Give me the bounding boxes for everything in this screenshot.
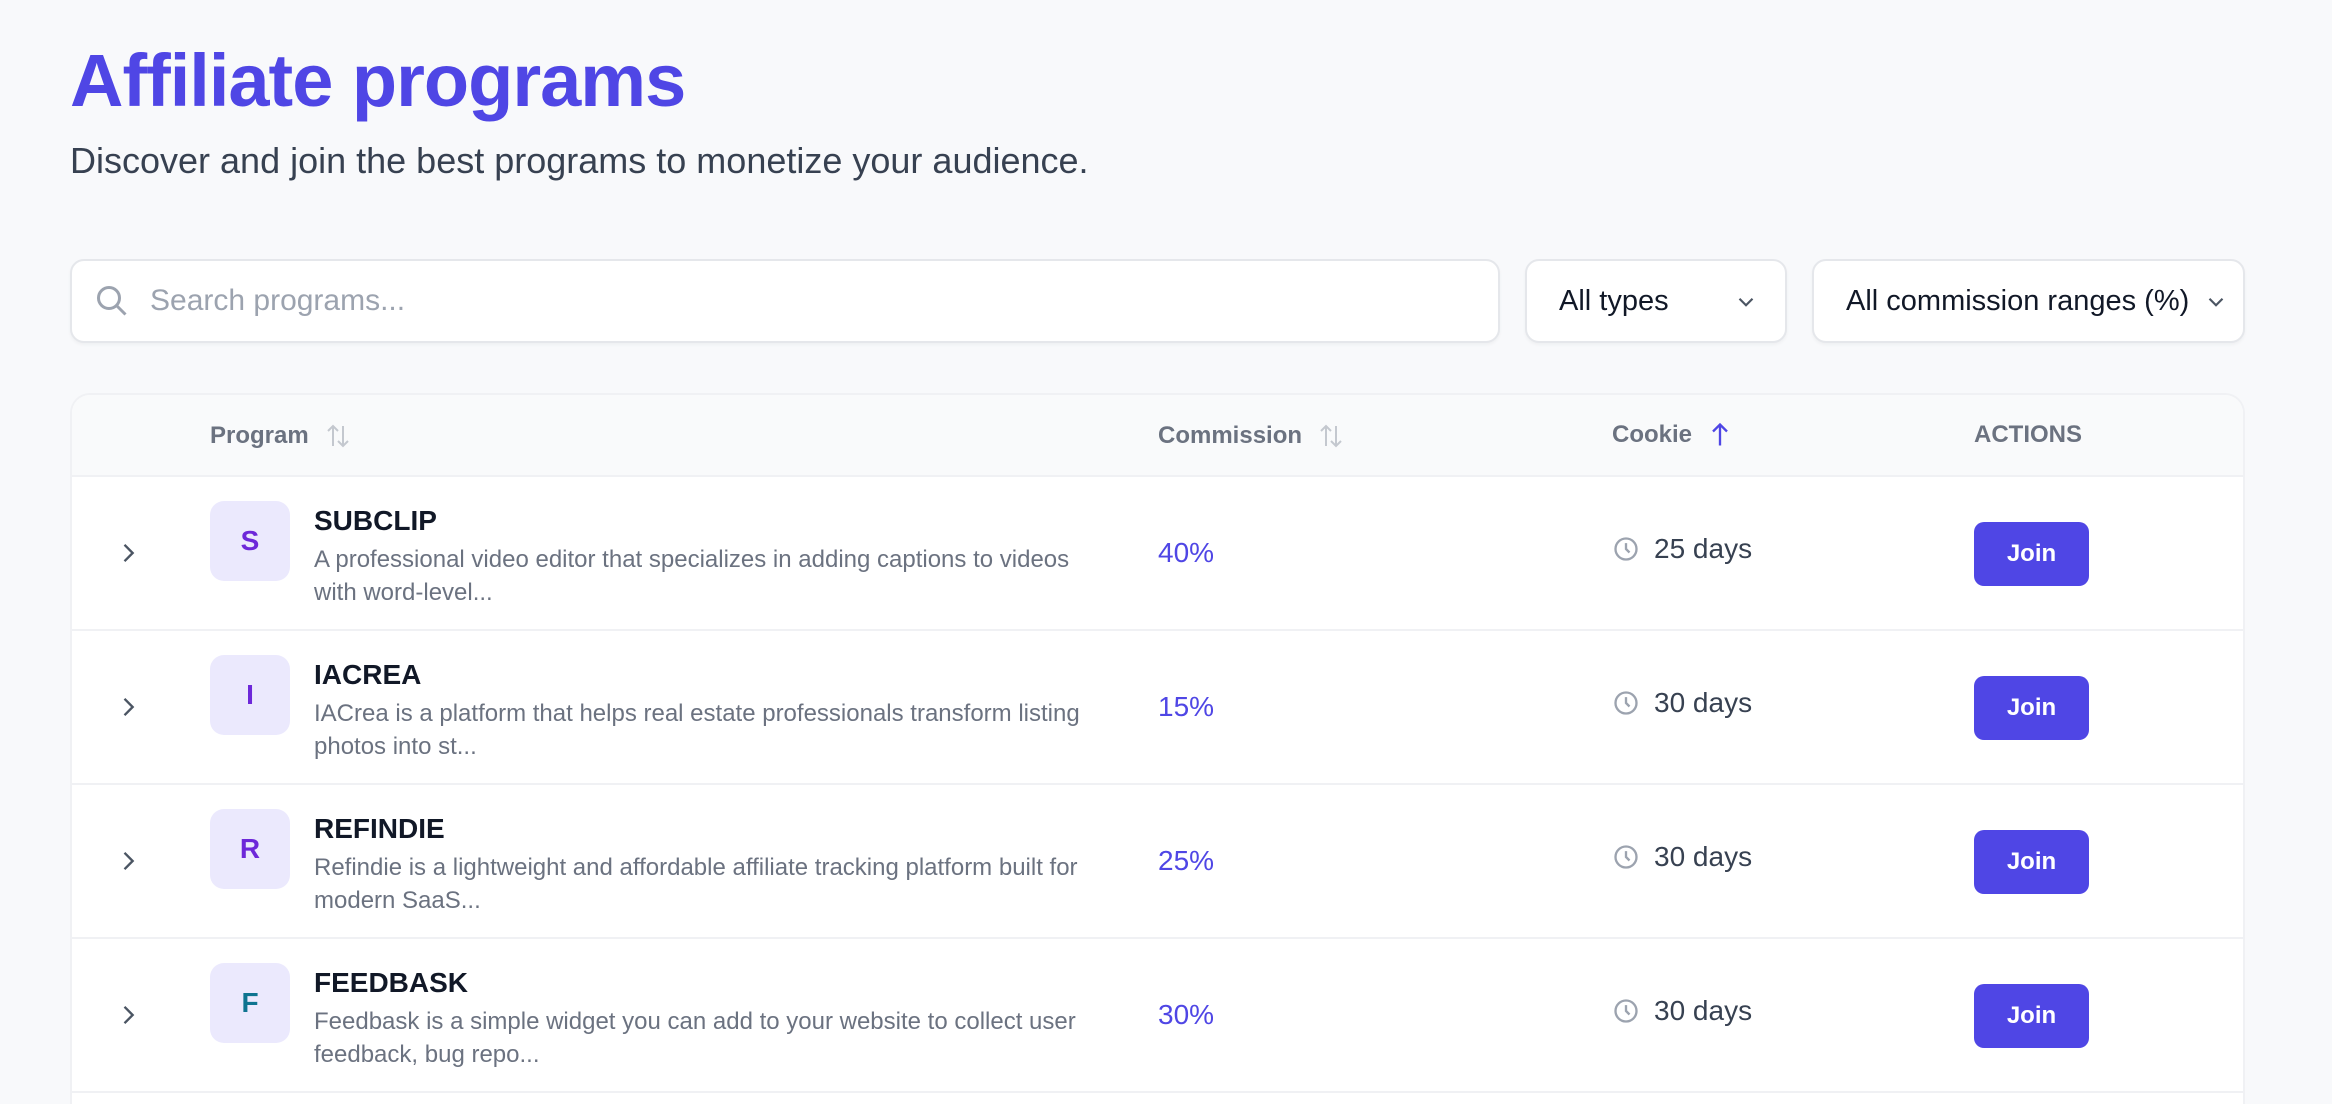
table-row: F FEEDBASK Feedbask is a simple widget y…	[72, 939, 2243, 1093]
cookie-value: 30 days	[1654, 841, 1753, 872]
table-row: S SUBCLIP A professional video editor th…	[72, 477, 2243, 631]
search-icon	[97, 286, 127, 316]
join-button[interactable]: Join	[1974, 522, 2089, 586]
program-description: IACrea is a platform that helps real est…	[314, 700, 1080, 760]
program-logo: F	[210, 963, 290, 1043]
program-description: Refindie is a lightweight and affordable…	[314, 854, 1078, 914]
page-subtitle: Discover and join the best programs to m…	[70, 140, 1089, 181]
column-actions: ACTIONS	[1974, 421, 2082, 449]
cookie-value: 30 days	[1654, 687, 1753, 718]
search-input[interactable]	[150, 284, 1450, 318]
commission-select-value: All commission ranges (%)	[1846, 284, 2190, 317]
clock-icon	[1614, 691, 1638, 715]
cookie-value: 30 days	[1654, 995, 1753, 1026]
table-row: I IACREA IACrea is a platform that helps…	[72, 631, 2243, 785]
program-name[interactable]: REFINDIE	[314, 813, 445, 844]
chevron-right-icon[interactable]	[114, 847, 142, 875]
cookie-value: 25 days	[1654, 533, 1753, 564]
cookie-duration: 25 days	[1612, 533, 1752, 565]
table-row: R REFINDIE Refindie is a lightweight and…	[72, 785, 2243, 939]
commission-select[interactable]: All commission ranges (%)	[1812, 259, 2245, 343]
clock-icon	[1614, 999, 1638, 1023]
column-program-label: Program	[210, 422, 309, 449]
program-name[interactable]: SUBCLIP	[314, 505, 437, 536]
sort-icon	[326, 424, 349, 448]
join-button[interactable]: Join	[1974, 830, 2089, 894]
column-program[interactable]: Program	[210, 421, 353, 451]
chevron-right-icon[interactable]	[114, 539, 142, 567]
sort-ascending-icon	[1712, 422, 1728, 446]
join-button[interactable]: Join	[1974, 676, 2089, 740]
cookie-duration: 30 days	[1612, 841, 1752, 873]
chevron-right-icon[interactable]	[114, 1001, 142, 1029]
column-commission[interactable]: Commission	[1158, 421, 1346, 451]
program-description: A professional video editor that special…	[314, 546, 1070, 606]
cookie-duration: 30 days	[1612, 995, 1752, 1027]
join-button[interactable]: Join	[1974, 984, 2089, 1048]
program-name[interactable]: IACREA	[314, 659, 422, 690]
table-header: Program Commission Cookie ACTIONS	[72, 395, 2243, 477]
clock-icon	[1614, 537, 1638, 561]
program-logo: R	[210, 809, 290, 889]
programs-table: Program Commission Cookie ACTIONS S SUBC…	[70, 393, 2245, 1104]
chevron-right-icon[interactable]	[114, 693, 142, 721]
program-name[interactable]: FEEDBASK	[314, 967, 469, 998]
column-cookie[interactable]: Cookie	[1612, 421, 1734, 449]
column-commission-label: Commission	[1158, 422, 1303, 449]
page-title: Affiliate programs	[70, 39, 686, 122]
search-box[interactable]	[70, 259, 1500, 343]
clock-icon	[1614, 845, 1638, 869]
commission-value: 30%	[1158, 999, 1215, 1030]
sort-icon	[1320, 424, 1342, 448]
chevron-down-icon	[1738, 297, 1754, 307]
cookie-duration: 30 days	[1612, 687, 1752, 719]
program-logo: S	[210, 501, 290, 581]
type-select-value: All types	[1559, 284, 1669, 317]
chevron-down-icon	[2208, 297, 2224, 307]
program-logo: I	[210, 655, 290, 735]
commission-value: 15%	[1158, 691, 1215, 722]
commission-value: 25%	[1158, 845, 1215, 876]
type-select[interactable]: All types	[1525, 259, 1787, 343]
column-cookie-label: Cookie	[1612, 421, 1693, 448]
commission-value: 40%	[1158, 537, 1215, 568]
table-row-partial	[72, 1093, 2243, 1102]
program-description: Feedbask is a simple widget you can add …	[314, 1008, 1076, 1068]
column-actions-label: ACTIONS	[1974, 421, 2082, 448]
